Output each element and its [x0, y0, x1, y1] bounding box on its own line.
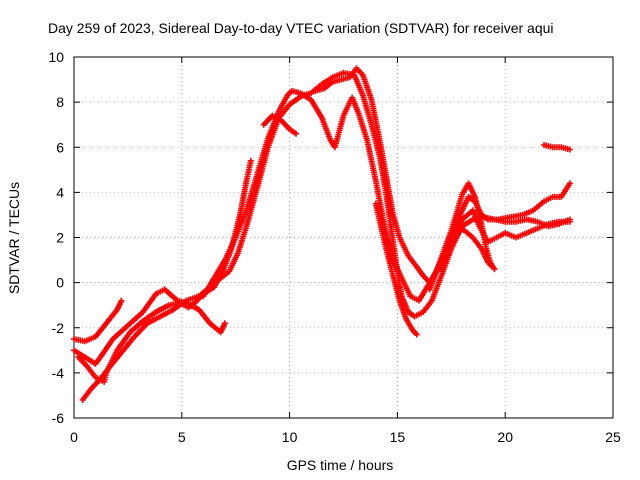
y-tick-label: 4	[56, 184, 64, 200]
y-tick-label: -4	[52, 365, 65, 381]
series-track-10	[437, 225, 496, 273]
y-tick-label: -2	[52, 320, 65, 336]
series-track-1	[71, 297, 125, 345]
y-tick-label: 8	[56, 94, 64, 110]
x-axis-label: GPS time / hours	[287, 457, 394, 473]
series-track-11	[541, 141, 573, 153]
data-point	[221, 320, 228, 327]
series-track-8	[372, 200, 420, 338]
y-tick-label: 0	[56, 275, 64, 291]
chart-title: Day 259 of 2023, Sidereal Day-to-day VTE…	[48, 20, 554, 36]
x-tick-label: 25	[605, 429, 621, 445]
x-tick-label: 0	[70, 429, 78, 445]
series-track-6	[260, 112, 300, 137]
y-axis-label: SDTVAR / TECUs	[6, 182, 22, 294]
data-point	[566, 146, 573, 153]
y-tick-label: 6	[56, 139, 64, 155]
y-tick-label: -6	[52, 410, 65, 426]
y-tick-label: 10	[48, 49, 64, 65]
data-point	[489, 263, 496, 270]
y-tick-label: 2	[56, 230, 64, 246]
series-track-2	[71, 286, 228, 367]
data-point	[293, 130, 300, 137]
data-point	[413, 331, 420, 338]
x-tick-label: 10	[282, 429, 298, 445]
data-point	[566, 180, 573, 187]
data-marks	[71, 65, 573, 403]
data-point	[566, 218, 573, 225]
x-tick-label: 15	[390, 429, 406, 445]
x-tick-label: 20	[497, 429, 513, 445]
data-point	[247, 157, 254, 164]
x-tick-label: 5	[178, 429, 186, 445]
axis-ticks: 0 5 10 15 20 25 -6 -4 -2 0 2 4 6 8 10	[48, 49, 621, 445]
data-point	[118, 297, 125, 304]
